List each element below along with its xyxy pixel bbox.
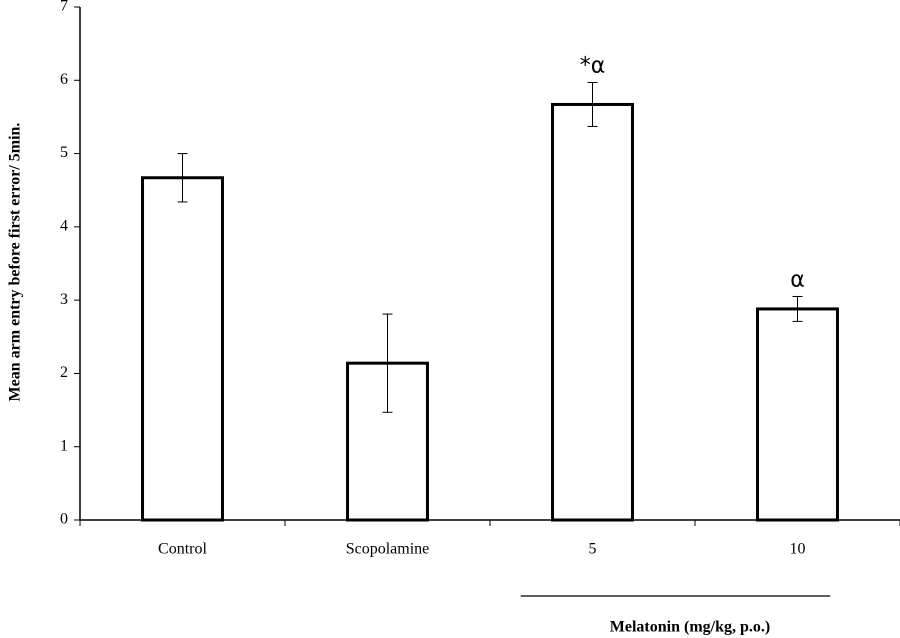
y-tick-label: 6 [60, 71, 68, 88]
y-tick-label: 2 [60, 364, 68, 381]
bar [551, 102, 634, 522]
bar [141, 176, 224, 522]
annotation: *α [580, 53, 606, 78]
x-tick-label: Control [158, 541, 207, 558]
y-tick-label: 7 [60, 0, 68, 15]
group-label: Melatonin (mg/kg, p.o.) [610, 619, 770, 636]
x-tick-label: Scopolamine [346, 541, 430, 558]
bar [756, 307, 839, 522]
y-axis-label: Mean arm entry before first error/ 5min. [7, 123, 24, 402]
x-tick-label: 5 [589, 541, 597, 558]
y-tick-label: 1 [60, 437, 68, 454]
x-tick-label: 10 [790, 541, 806, 558]
y-tick-label: 3 [60, 291, 68, 308]
annotation: α [790, 267, 805, 292]
y-tick-label: 5 [60, 144, 68, 161]
y-tick-label: 0 [60, 511, 68, 528]
y-tick-label: 4 [60, 218, 68, 235]
